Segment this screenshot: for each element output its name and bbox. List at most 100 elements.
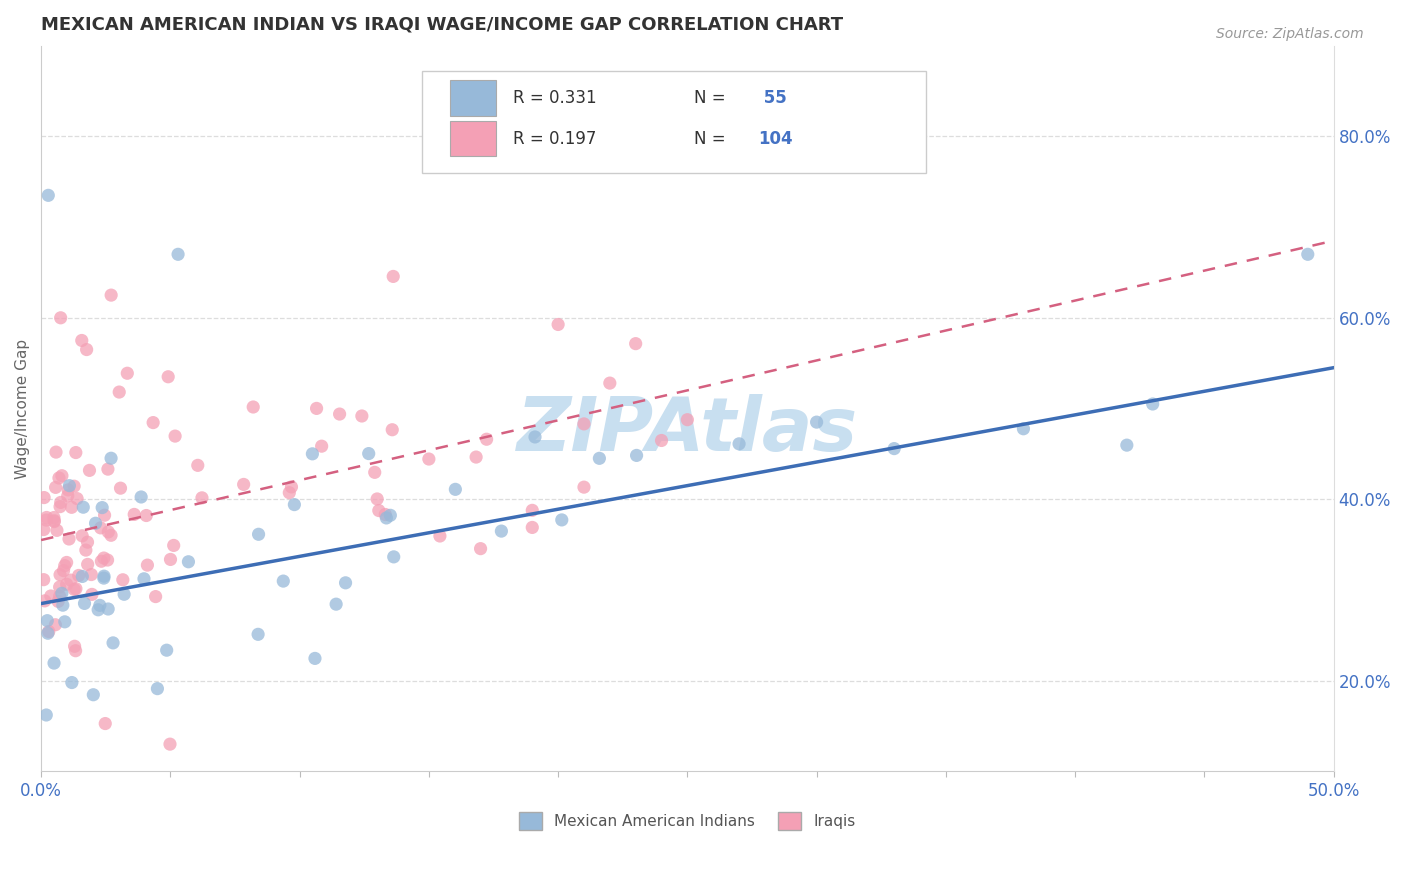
Point bbox=[90, 521, 112, 535]
Point bbox=[93, 569, 115, 583]
Point bbox=[247, 527, 270, 541]
Point bbox=[76, 343, 98, 357]
Point bbox=[38, 624, 60, 639]
Point bbox=[429, 529, 451, 543]
Point bbox=[247, 627, 270, 641]
Point bbox=[93, 508, 115, 523]
Point bbox=[45, 524, 67, 538]
Point bbox=[142, 416, 165, 430]
Point bbox=[547, 318, 569, 332]
FancyBboxPatch shape bbox=[422, 71, 927, 173]
Point bbox=[52, 598, 75, 612]
Point bbox=[382, 269, 405, 284]
Point bbox=[45, 445, 67, 459]
Text: Source: ZipAtlas.com: Source: ZipAtlas.com bbox=[1216, 27, 1364, 41]
Point bbox=[72, 569, 94, 583]
Point bbox=[522, 503, 544, 517]
Point bbox=[156, 643, 179, 657]
Point bbox=[159, 552, 181, 566]
Point bbox=[624, 336, 647, 351]
Point bbox=[49, 495, 72, 509]
Point bbox=[48, 589, 70, 603]
Point bbox=[651, 434, 673, 448]
Point bbox=[51, 586, 73, 600]
FancyBboxPatch shape bbox=[450, 80, 496, 116]
Point bbox=[70, 334, 93, 348]
Point bbox=[56, 489, 79, 503]
FancyBboxPatch shape bbox=[450, 120, 496, 156]
Point bbox=[1012, 422, 1035, 436]
Point bbox=[76, 535, 98, 549]
Point bbox=[364, 466, 387, 480]
Point bbox=[117, 366, 139, 380]
Point bbox=[242, 400, 264, 414]
Point bbox=[46, 594, 69, 608]
Point bbox=[101, 636, 124, 650]
Point bbox=[72, 500, 94, 515]
Point bbox=[100, 528, 122, 542]
Point bbox=[84, 516, 107, 531]
Point bbox=[145, 590, 167, 604]
Point bbox=[63, 640, 86, 654]
Point bbox=[35, 513, 58, 527]
Point bbox=[122, 508, 145, 522]
Point bbox=[58, 478, 80, 492]
Point bbox=[588, 451, 610, 466]
Point bbox=[728, 437, 751, 451]
Point bbox=[66, 491, 89, 506]
Point bbox=[51, 468, 73, 483]
Point bbox=[37, 626, 59, 640]
Point bbox=[90, 554, 112, 568]
Point bbox=[65, 582, 87, 596]
Point bbox=[93, 571, 115, 585]
Point bbox=[626, 449, 648, 463]
Point bbox=[380, 508, 402, 523]
Point bbox=[350, 409, 373, 423]
Point bbox=[381, 423, 404, 437]
Text: N =: N = bbox=[693, 89, 731, 107]
Point bbox=[45, 480, 67, 494]
Point bbox=[157, 369, 180, 384]
Point bbox=[551, 513, 574, 527]
Point bbox=[44, 515, 66, 529]
Point bbox=[335, 575, 357, 590]
Point bbox=[75, 543, 97, 558]
Point bbox=[48, 580, 70, 594]
Point bbox=[49, 500, 72, 514]
Point bbox=[55, 577, 77, 591]
Point bbox=[100, 451, 122, 466]
Point bbox=[367, 503, 389, 517]
Point bbox=[65, 643, 87, 657]
Text: 55: 55 bbox=[758, 89, 787, 107]
Point bbox=[305, 401, 328, 416]
Point bbox=[89, 599, 111, 613]
Point bbox=[97, 462, 120, 476]
Point bbox=[56, 483, 79, 497]
Point bbox=[883, 442, 905, 456]
Point bbox=[44, 514, 66, 528]
Point bbox=[374, 508, 396, 522]
Point bbox=[465, 450, 488, 464]
Point bbox=[32, 491, 55, 505]
Text: N =: N = bbox=[693, 129, 731, 147]
Point bbox=[135, 508, 157, 523]
Point bbox=[132, 572, 155, 586]
Point bbox=[232, 477, 254, 491]
Point bbox=[357, 446, 380, 460]
Text: ZIPAtlas: ZIPAtlas bbox=[517, 393, 858, 467]
Point bbox=[599, 376, 621, 390]
Point bbox=[146, 681, 169, 696]
Point bbox=[97, 553, 120, 567]
Point bbox=[79, 463, 101, 477]
Point bbox=[1142, 397, 1164, 411]
Point bbox=[82, 688, 104, 702]
Text: R = 0.331: R = 0.331 bbox=[513, 89, 596, 107]
Point bbox=[97, 524, 120, 539]
Point bbox=[491, 524, 513, 538]
Point bbox=[111, 573, 134, 587]
Point bbox=[80, 587, 103, 601]
Point bbox=[52, 564, 75, 578]
Point bbox=[37, 188, 59, 202]
Point bbox=[366, 491, 388, 506]
Point bbox=[159, 737, 181, 751]
